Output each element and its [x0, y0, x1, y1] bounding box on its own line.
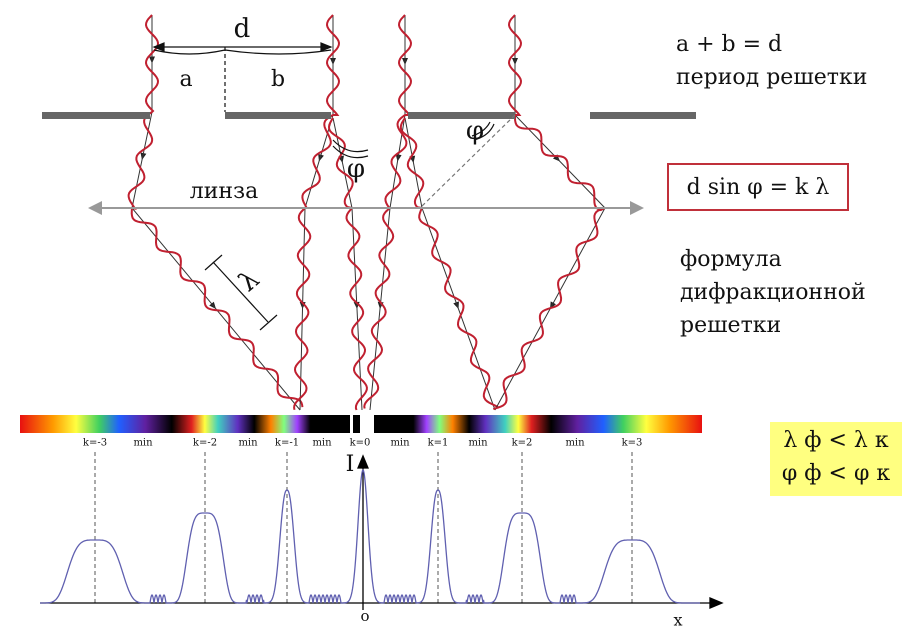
- brace: [153, 49, 332, 55]
- angle-arc: [332, 139, 369, 159]
- intensity-curve: [40, 468, 700, 604]
- label: d: [234, 14, 251, 44]
- formula-box: [667, 163, 849, 211]
- arrowhead: [357, 454, 369, 469]
- spectrum: [353, 415, 360, 433]
- spectrum-label: min: [565, 438, 585, 449]
- grating-bar: [225, 112, 331, 119]
- lambda-tick: [204, 254, 223, 271]
- spectrum-labels: k=-3 min k=-2 min k=-1 min k=0 min k=1 min k=2 min k…: [83, 438, 643, 603]
- formula: d sin φ = k λ: [687, 175, 830, 200]
- spectrum: [20, 415, 350, 433]
- label: λ: [233, 264, 265, 298]
- angle-arc: [471, 121, 495, 141]
- comparison: λ ф < λ к: [783, 428, 889, 453]
- dimensions: [152, 42, 516, 331]
- spectrum: [374, 415, 702, 433]
- wave: [327, 117, 368, 411]
- axis-label: o: [360, 607, 369, 625]
- axes: [40, 454, 724, 610]
- grating-bar: [408, 112, 515, 119]
- ray: [494, 15, 606, 411]
- label: b: [271, 67, 285, 92]
- spectrum-label: k=3: [622, 438, 643, 449]
- label: a: [179, 67, 192, 92]
- wave: [127, 14, 304, 408]
- wave: [492, 14, 606, 411]
- spectrum-label: k=0: [350, 438, 371, 449]
- caption: период решетки: [676, 65, 867, 90]
- axis-label: I: [346, 452, 355, 477]
- lambda-dimension: [212, 261, 269, 323]
- ray: [299, 15, 334, 411]
- caption: решетки: [680, 313, 781, 338]
- formula: a + b = d: [676, 32, 782, 57]
- wave: [399, 117, 500, 409]
- spectrum-label: min: [238, 438, 258, 449]
- label: φ: [347, 154, 365, 184]
- spectrum-label: min: [390, 438, 410, 449]
- rays: [127, 14, 606, 411]
- ray: [404, 117, 496, 411]
- wave: [293, 14, 341, 410]
- spectrum-label: min: [133, 438, 153, 449]
- ray: [369, 15, 406, 411]
- comparison: φ ф < φ к: [782, 461, 890, 486]
- spectrum-label: k=2: [512, 438, 533, 449]
- ray-arrow: [395, 154, 402, 162]
- spectrum-label: k=-1: [275, 438, 299, 449]
- wave: [363, 14, 413, 409]
- ray: [131, 15, 301, 411]
- grating-bar: [590, 112, 696, 119]
- grating: [42, 112, 696, 119]
- dashed-line: [419, 114, 516, 209]
- caption: дифракционной: [680, 280, 866, 305]
- label: линза: [190, 179, 258, 204]
- lens: [88, 201, 644, 215]
- arrowheads: [152, 42, 333, 52]
- label: φ: [466, 116, 484, 146]
- spectrum-label: min: [468, 438, 488, 449]
- spectrum-label: k=-3: [83, 438, 107, 449]
- comparison-box: [770, 422, 902, 496]
- spectrum-label: k=1: [428, 438, 449, 449]
- spectrum-label: min: [312, 438, 332, 449]
- axis-label: x: [673, 611, 682, 627]
- spectrum-label: k=-2: [193, 438, 217, 449]
- arrowhead: [709, 597, 724, 609]
- caption: формула: [680, 247, 782, 272]
- lambda-tick: [259, 314, 278, 331]
- grating-bar: [42, 112, 150, 119]
